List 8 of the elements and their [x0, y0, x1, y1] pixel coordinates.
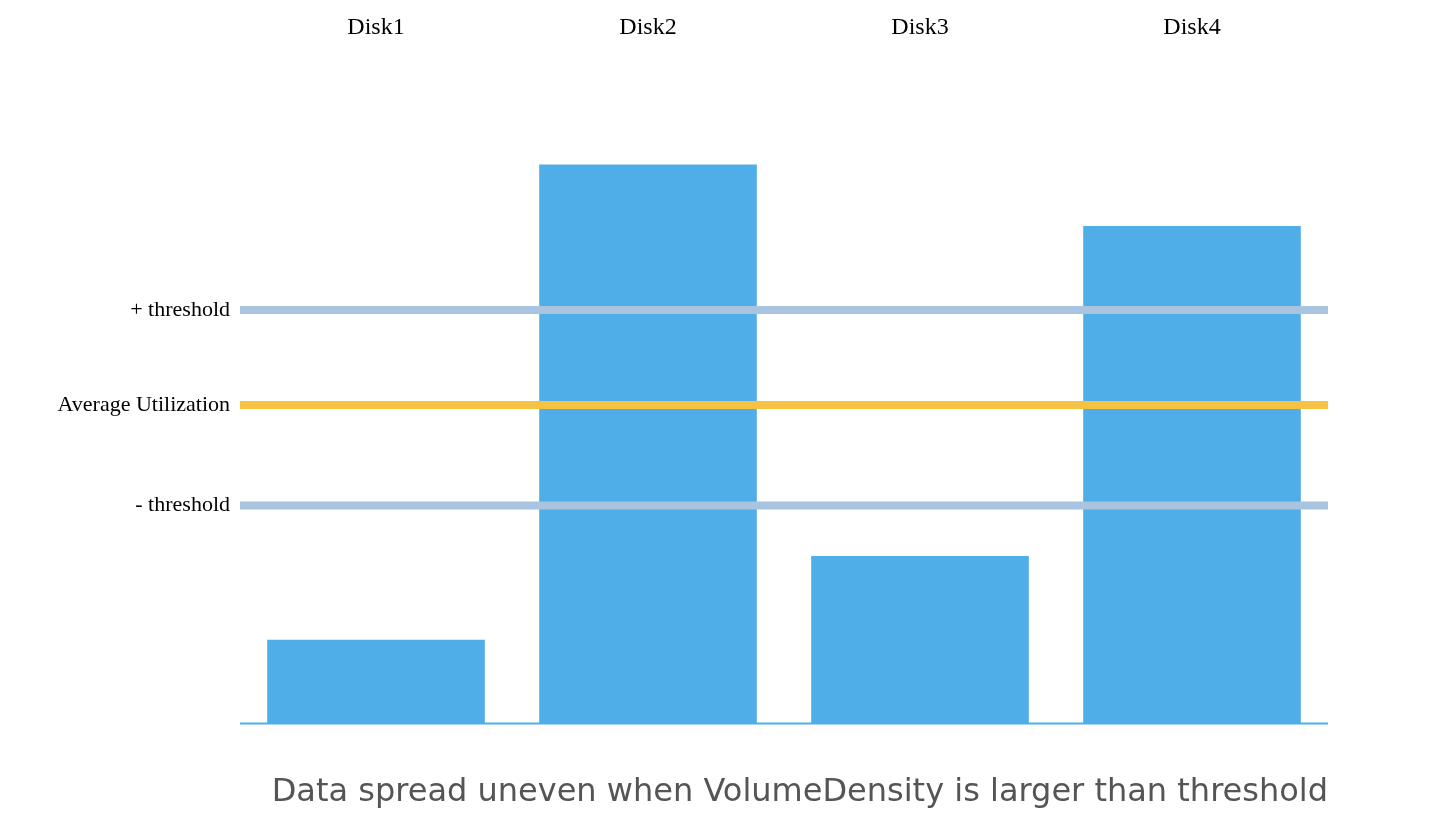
x-tick-label: Disk1 — [347, 12, 405, 39]
ref-line-label: Average Utilization — [57, 390, 230, 416]
x-tick-label: Disk4 — [1163, 12, 1221, 39]
ref-line-label: + threshold — [130, 295, 230, 321]
ref-line-label: - threshold — [135, 491, 230, 517]
text: Data spread uneven when VolumeDensity is larger than threshold — [271, 771, 1328, 810]
x-tick-label: Disk3 — [891, 12, 949, 39]
x-tick-label: Disk2 — [619, 12, 677, 39]
